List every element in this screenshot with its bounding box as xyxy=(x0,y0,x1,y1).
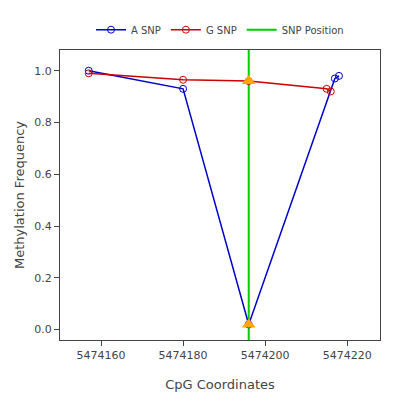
svg-text:G SNP: G SNP xyxy=(206,25,237,36)
svg-text:0.2: 0.2 xyxy=(34,272,52,285)
svg-text:5474200: 5474200 xyxy=(241,349,290,362)
svg-text:CpG Coordinates: CpG Coordinates xyxy=(165,377,275,392)
svg-text:5474180: 5474180 xyxy=(159,349,208,362)
svg-text:0.4: 0.4 xyxy=(34,220,52,233)
svg-text:0.8: 0.8 xyxy=(34,116,52,129)
svg-text:Methylation Frequency: Methylation Frequency xyxy=(12,121,27,269)
svg-text:5474220: 5474220 xyxy=(323,349,372,362)
svg-text:1.0: 1.0 xyxy=(34,65,52,78)
svg-text:5474160: 5474160 xyxy=(77,349,126,362)
svg-text:A SNP: A SNP xyxy=(131,25,161,36)
svg-text:0.0: 0.0 xyxy=(34,323,52,336)
svg-text:SNP Position: SNP Position xyxy=(282,25,344,36)
svg-text:0.6: 0.6 xyxy=(34,168,52,181)
